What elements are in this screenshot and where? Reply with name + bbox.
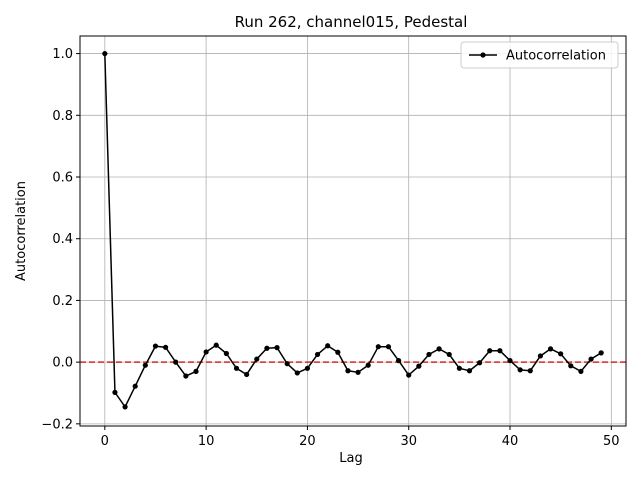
x-tick-label-0: 0 [101, 434, 109, 449]
data-point-lag-4 [142, 362, 148, 368]
y-tick-label-3: 0.4 [52, 232, 73, 247]
data-point-lag-11 [213, 342, 219, 348]
grid-lines [80, 36, 626, 426]
data-point-lag-5 [152, 343, 159, 349]
series-group [102, 50, 604, 410]
data-point-lag-20 [304, 365, 311, 371]
data-point-lag-42 [527, 368, 533, 374]
data-point-lag-45 [558, 351, 564, 357]
y-tick-label-2: 0.2 [52, 294, 73, 309]
data-point-lag-3 [132, 383, 138, 389]
data-point-lag-43 [537, 353, 544, 359]
series-line-0 [104, 53, 602, 408]
y-axis-label: Autocorrelation [14, 181, 29, 281]
data-point-lag-30 [406, 372, 412, 378]
data-point-lag-1 [112, 389, 118, 395]
data-point-lag-24 [345, 368, 351, 374]
data-point-lag-0 [102, 50, 108, 57]
x-tick-label-20: 20 [299, 434, 316, 449]
data-point-lag-18 [284, 361, 290, 367]
data-point-lag-8 [183, 373, 189, 379]
data-point-lag-38 [487, 348, 493, 354]
data-point-lag-9 [193, 368, 199, 374]
y-tick-label-6: 1.0 [52, 47, 73, 62]
data-point-lag-36 [466, 368, 473, 374]
y-tick-label-0: −0.2 [41, 417, 73, 432]
x-tick-label-50: 50 [603, 434, 620, 449]
y-axis-ticks: −0.2 0.0 0.2 0.4 0.6 0.8 1.0 [41, 47, 80, 432]
data-point-lag-49 [598, 350, 604, 356]
data-point-lag-7 [173, 359, 179, 365]
legend-box [460, 41, 619, 69]
data-point-lag-48 [588, 356, 594, 362]
legend-label: Autocorrelation [506, 49, 606, 64]
x-tick-label-30: 30 [400, 434, 417, 449]
data-point-lag-44 [547, 346, 554, 352]
data-point-lag-40 [507, 357, 513, 364]
data-point-lag-41 [517, 367, 523, 373]
x-tick-label-10: 10 [198, 434, 215, 449]
x-axis-ticks: 0 10 20 30 40 50 [101, 426, 620, 449]
data-point-lag-47 [578, 368, 584, 374]
data-point-lag-29 [395, 357, 402, 364]
data-point-lag-16 [264, 345, 270, 351]
data-point-lag-13 [233, 365, 240, 371]
data-point-lag-2 [122, 404, 128, 410]
data-point-lag-23 [335, 349, 341, 355]
data-point-lag-21 [314, 351, 321, 358]
plot-frame [79, 35, 627, 427]
data-point-lag-25 [355, 369, 361, 375]
data-point-lag-37 [477, 360, 483, 366]
data-point-lag-15 [254, 356, 260, 362]
data-point-lag-34 [446, 351, 452, 358]
data-point-lag-10 [203, 349, 209, 355]
y-tick-label-1: 0.0 [52, 356, 73, 371]
data-point-lag-14 [244, 371, 250, 378]
data-point-lag-22 [325, 343, 331, 349]
data-point-lag-17 [274, 345, 280, 351]
data-point-lag-33 [436, 346, 442, 352]
data-point-lag-46 [568, 363, 574, 369]
data-point-lag-6 [163, 344, 169, 350]
x-tick-label-40: 40 [502, 434, 519, 449]
data-point-lag-39 [497, 348, 503, 354]
data-point-lag-26 [365, 362, 371, 368]
chart-title: Run 262, channel015, Pedestal [235, 13, 468, 31]
x-axis-label: Lag [339, 451, 362, 466]
data-point-lag-32 [426, 351, 432, 358]
data-point-lag-31 [416, 363, 422, 369]
data-point-lag-12 [223, 350, 229, 357]
data-point-lag-28 [385, 344, 392, 350]
legend: Autocorrelation [460, 41, 619, 69]
data-point-lag-27 [375, 344, 381, 350]
legend-marker-swatch [480, 52, 486, 58]
data-point-lag-35 [456, 365, 462, 371]
data-point-lag-19 [294, 370, 300, 376]
y-tick-label-4: 0.6 [52, 171, 73, 186]
y-tick-label-5: 0.8 [52, 109, 73, 124]
